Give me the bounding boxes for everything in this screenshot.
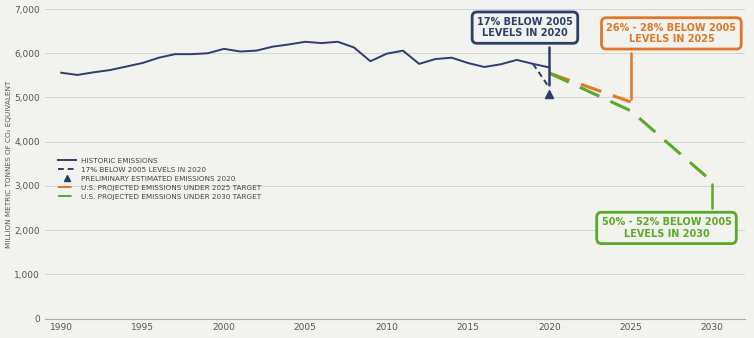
Legend: HISTORIC EMISSIONS, 17% BELOW 2005 LEVELS IN 2020, PRELIMINARY ESTIMATED EMISSIO: HISTORIC EMISSIONS, 17% BELOW 2005 LEVEL… bbox=[56, 155, 264, 203]
Y-axis label: MILLION METRIC TONNES OF CO₂ EQUIVALENT: MILLION METRIC TONNES OF CO₂ EQUIVALENT bbox=[5, 80, 11, 247]
Text: 50% - 52% BELOW 2005
LEVELS IN 2030: 50% - 52% BELOW 2005 LEVELS IN 2030 bbox=[602, 184, 731, 239]
Text: 26% - 28% BELOW 2005
LEVELS IN 2025: 26% - 28% BELOW 2005 LEVELS IN 2025 bbox=[606, 23, 737, 99]
Text: 17% BELOW 2005
LEVELS IN 2020: 17% BELOW 2005 LEVELS IN 2020 bbox=[477, 17, 573, 85]
